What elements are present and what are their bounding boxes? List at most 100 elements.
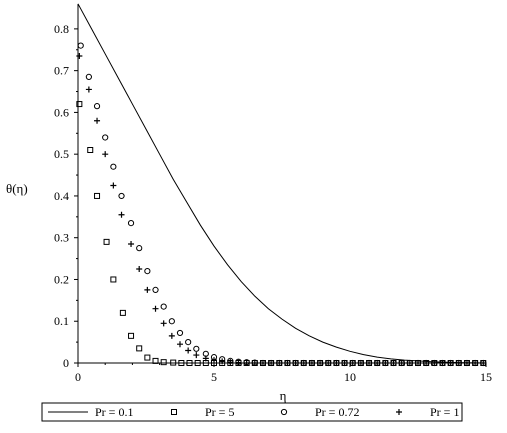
data-point [85, 86, 92, 93]
data-point [76, 101, 83, 108]
x-tick-label: 10 [344, 370, 356, 384]
data-point [292, 360, 299, 366]
data-point [144, 354, 151, 361]
data-point [160, 320, 167, 327]
data-point [333, 360, 340, 366]
series-2 [77, 42, 487, 367]
data-point [276, 360, 283, 366]
data-point [325, 360, 332, 366]
legend-swatch [171, 409, 177, 415]
data-point [406, 360, 413, 366]
y-axis-label: θ(η) [6, 181, 28, 196]
legend-box [41, 402, 463, 422]
data-point [127, 219, 135, 227]
data-point [185, 339, 192, 346]
x-tick-label: 15 [480, 370, 492, 384]
data-point [160, 359, 167, 366]
data-point [219, 358, 226, 365]
data-point [103, 238, 110, 245]
data-point [193, 352, 200, 359]
data-point [439, 360, 446, 366]
data-point [423, 360, 430, 366]
axes [77, 4, 486, 364]
data-point [102, 134, 109, 141]
data-point [144, 268, 151, 275]
data-point [193, 345, 200, 352]
y-tick-label: 0.8 [54, 22, 69, 36]
data-point [194, 360, 201, 366]
data-point [160, 303, 167, 310]
data-point [308, 360, 315, 366]
data-point [152, 357, 159, 364]
series-line [77, 3, 487, 364]
y-tick-label: 0.4 [54, 189, 69, 203]
data-point [341, 360, 348, 366]
data-point [480, 360, 487, 366]
data-point [366, 360, 373, 366]
data-point [415, 360, 421, 366]
x-axis-label: η [280, 388, 287, 403]
data-point [317, 360, 324, 366]
data-point [152, 305, 159, 312]
y-tick-label: 0.2 [54, 272, 69, 286]
legend-item: Pr = 1 [396, 405, 459, 419]
data-point [390, 360, 397, 366]
data-point [382, 360, 389, 366]
data-point [268, 360, 275, 366]
data-point [398, 360, 405, 366]
legend-label: Pr = 1 [430, 405, 459, 419]
legend-label: Pr = 0.1 [95, 405, 133, 419]
y-tick-label: 0.5 [54, 147, 69, 161]
data-point [136, 345, 143, 352]
data-point [284, 360, 291, 366]
data-point [136, 245, 143, 252]
data-point [94, 117, 101, 124]
data-point [136, 266, 143, 273]
data-point [170, 359, 177, 366]
data-point [251, 360, 258, 366]
data-point [94, 192, 101, 199]
data-point [102, 151, 109, 158]
data-point [202, 355, 209, 362]
data-point [185, 347, 192, 354]
data-point [472, 360, 479, 366]
data-point [211, 357, 217, 364]
y-tick-label: 0.7 [54, 64, 69, 78]
legend: Pr = 0.1 Pr = 5 Pr = 0.72 Pr = 1 [41, 402, 463, 422]
series-0 [77, 3, 487, 364]
data-point [110, 163, 117, 170]
data-point [243, 360, 250, 366]
data-point [455, 360, 462, 366]
data-point [168, 332, 175, 339]
data-point [447, 360, 454, 366]
legend-item: Pr = 5 [171, 405, 234, 419]
legend-swatch [280, 408, 288, 416]
legend-item: Pr = 0.72 [280, 405, 359, 419]
series-1 [76, 101, 487, 366]
data-point [259, 360, 266, 366]
ticks: 0 5 10 15 0 0.1 0.2 0.3 0.4 0.5 0.6 0.7 0.8 [54, 22, 492, 384]
legend-item: Pr = 0.1 [48, 405, 133, 419]
data-point [300, 360, 307, 366]
data-point [110, 182, 117, 189]
series-3 [76, 53, 487, 366]
data-point [186, 360, 193, 366]
data-point [118, 211, 125, 218]
data-point [118, 192, 125, 200]
y-tick-label: 0 [63, 356, 69, 370]
y-tick-label: 0.3 [54, 231, 69, 245]
data-point [357, 360, 364, 366]
data-point [235, 359, 242, 366]
data-point [349, 360, 356, 366]
data-point [227, 359, 234, 366]
legend-label: Pr = 5 [205, 405, 234, 419]
data-point [76, 53, 83, 60]
data-point [178, 360, 185, 366]
data-point [93, 103, 101, 110]
data-point [176, 329, 184, 337]
y-tick-label: 0.1 [54, 314, 69, 328]
data-point [85, 73, 92, 81]
data-point [374, 360, 381, 366]
x-tick-label: 5 [211, 370, 217, 384]
